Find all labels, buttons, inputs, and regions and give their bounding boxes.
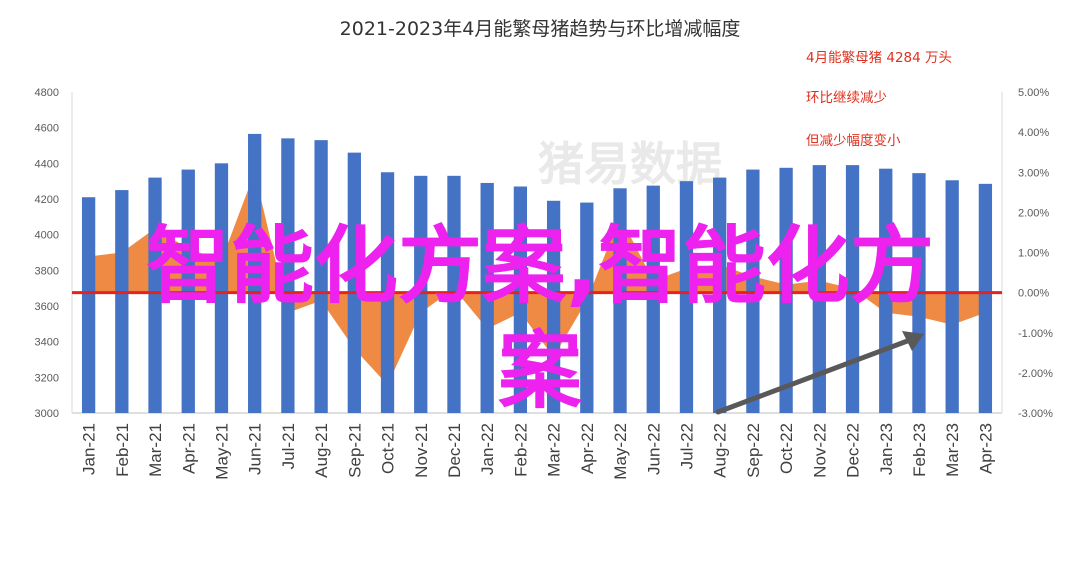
bar-Aug-21 (314, 140, 328, 413)
bar-May-21 (214, 163, 229, 413)
overlay-line-1: 智能化方案,智能化方 (146, 217, 934, 315)
left-tick-label: 3600 (35, 301, 59, 313)
x-tick-label: Feb-23 (910, 423, 929, 477)
bar-Jul-22 (679, 181, 694, 413)
bar-Apr-22 (580, 202, 594, 413)
bar-Dec-22 (845, 165, 860, 413)
right-tick-label: 0.00% (1018, 288, 1049, 300)
x-tick-label: Mar-23 (943, 423, 962, 477)
x-tick-label: Sep-22 (744, 423, 763, 478)
x-tick-label: Nov-21 (412, 423, 431, 478)
left-tick-label: 4200 (35, 194, 59, 206)
chart-title: 2021-2023年4月能繁母猪趋势与环比增减幅度 (340, 18, 741, 40)
left-tick-label: 4000 (35, 230, 59, 242)
right-tick-label: 4.00% (1018, 127, 1049, 139)
x-tick-label: Jun-22 (644, 423, 663, 475)
x-tick-label: Apr-23 (976, 423, 995, 474)
left-tick-label: 3400 (35, 337, 59, 349)
bar-Feb-22 (513, 186, 528, 413)
x-tick-label: Jul-21 (279, 423, 298, 469)
x-tick-label: Mar-21 (146, 423, 165, 477)
area-series-path (88, 172, 986, 385)
x-tick-label: Nov-22 (810, 423, 829, 478)
trend-arrow-head (902, 331, 924, 351)
arrow-layer (715, 331, 924, 415)
x-tick-label: Jan-22 (478, 423, 497, 475)
left-tick-label: 3000 (35, 408, 59, 420)
bar-Jun-22 (646, 185, 660, 413)
left-tick-label: 3800 (35, 265, 59, 277)
x-tick-label: May-22 (611, 423, 630, 480)
right-axis-ticks: -3.00% -2.00% -1.00% 0.00% 1.00% 2.00% 3.00% 4.… (1018, 87, 1053, 420)
x-tick-label: Sep-21 (345, 423, 364, 478)
x-axis-ticks: Jan-21 Feb-21 Mar-21 Apr-21 May-21 Jun-21 Jul-… (80, 423, 996, 480)
annotation-2: 环比继续减少 (806, 90, 887, 106)
right-tick-label: 3.00% (1018, 167, 1049, 179)
bar-Nov-22 (812, 165, 826, 413)
watermark-text: 猪易数据 (538, 137, 722, 191)
x-tick-label: Jan-21 (80, 423, 99, 475)
x-tick-label: Apr-21 (179, 423, 198, 474)
trend-arrow-shaft (715, 337, 913, 415)
right-tick-label: 1.00% (1018, 248, 1049, 260)
x-tick-label: Dec-21 (445, 423, 464, 478)
x-tick-label: Oct-21 (379, 423, 398, 474)
x-tick-label: Apr-22 (578, 423, 597, 474)
bar-Mar-23 (945, 180, 959, 413)
right-tick-label: 2.00% (1018, 207, 1049, 219)
bar-Dec-21 (447, 175, 461, 413)
left-tick-label: 4800 (35, 87, 59, 99)
bar-Jan-21 (81, 197, 96, 413)
x-tick-label: Feb-21 (113, 423, 132, 477)
x-tick-label: May-21 (212, 423, 231, 480)
right-tick-label: -3.00% (1018, 408, 1053, 420)
annotation-1: 4月能繁母猪 4284 万头 (806, 50, 952, 66)
bar-Mar-22 (546, 200, 561, 413)
x-tick-label: Feb-22 (511, 423, 530, 477)
overlay-line-2: 案 (498, 322, 583, 420)
x-tick-label: Jan-23 (877, 423, 896, 475)
bar-Jun-21 (248, 133, 262, 414)
bar-Sep-21 (347, 152, 361, 413)
area-series (88, 172, 986, 385)
right-tick-label: 5.00% (1018, 87, 1049, 99)
left-axis-ticks: 3000 3200 3400 3600 3800 4000 4200 4400 4600 4800 (35, 87, 59, 420)
x-tick-label: Oct-22 (777, 423, 796, 474)
x-tick-label: Aug-21 (312, 423, 331, 478)
right-tick-label: -1.00% (1018, 328, 1053, 340)
right-tick-label: -2.00% (1018, 368, 1053, 380)
x-tick-label: Aug-22 (711, 423, 730, 478)
x-tick-label: Dec-22 (844, 423, 863, 478)
left-tick-label: 3200 (35, 372, 59, 384)
x-tick-label: Jul-22 (677, 423, 696, 469)
bar-Jan-22 (480, 182, 494, 413)
bar-May-22 (613, 188, 627, 413)
bar-Mar-21 (148, 177, 162, 413)
x-tick-label: Jun-21 (246, 423, 265, 475)
bar-Oct-22 (779, 167, 793, 413)
left-tick-label: 4400 (35, 158, 59, 170)
annotation-3: 但减少幅度变小 (806, 133, 901, 149)
x-tick-label: Mar-22 (545, 423, 564, 477)
bar-Jul-21 (281, 138, 295, 413)
bar-Nov-21 (414, 175, 428, 413)
bar-Aug-22 (713, 177, 727, 413)
bar-series (81, 133, 993, 414)
bar-Apr-23 (978, 183, 993, 413)
bar-Feb-21 (115, 190, 129, 413)
left-tick-label: 4600 (35, 123, 59, 135)
